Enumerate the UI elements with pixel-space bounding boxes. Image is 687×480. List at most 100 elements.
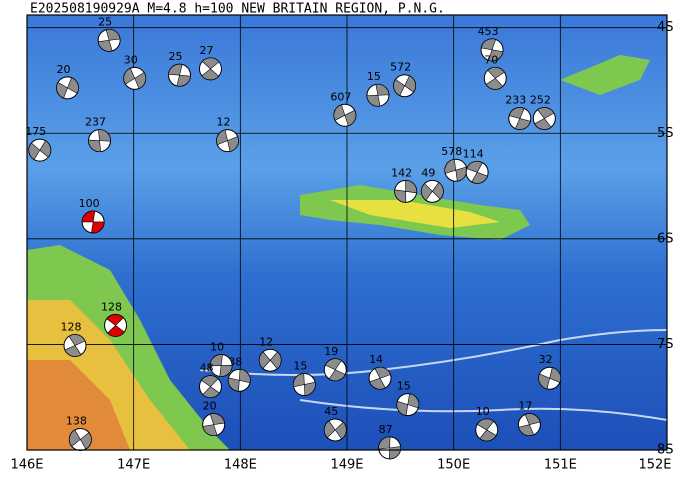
depth-label: 30	[124, 53, 138, 66]
focal-mechanism: 12	[258, 335, 282, 372]
depth-label: 607	[330, 90, 351, 103]
depth-label: 17	[518, 400, 532, 413]
focal-mechanism: 128	[101, 300, 128, 337]
depth-label: 20	[57, 63, 71, 76]
ball-quadrant	[81, 210, 105, 234]
y-tick-label: 4S	[657, 20, 674, 35]
focal-mechanism: 27	[198, 44, 222, 81]
focal-mechanism: 572	[390, 61, 417, 98]
depth-label: 14	[369, 353, 383, 366]
focal-mechanism: 578	[441, 145, 468, 182]
ball-quadrant	[518, 413, 541, 436]
x-tick-label: 147E	[117, 458, 150, 473]
focal-mechanism: 114	[463, 147, 489, 184]
y-tick-label: 8S	[657, 443, 674, 458]
depth-label: 10	[476, 405, 490, 418]
x-tick-label: 150E	[437, 458, 470, 473]
focal-mechanism: 19	[323, 345, 347, 382]
ball-quadrant	[56, 77, 79, 99]
depth-label: 128	[101, 300, 122, 313]
ball-quadrant	[508, 107, 531, 130]
ball-quadrant	[323, 420, 347, 440]
ball-quadrant	[369, 366, 391, 390]
focal-mechanism: 87	[378, 423, 402, 460]
x-tick-label: 149E	[330, 458, 363, 473]
depth-label: 49	[421, 166, 435, 179]
depth-label: 48	[199, 362, 213, 375]
ball-quadrant	[293, 373, 316, 396]
x-tick-label: 152E	[638, 458, 671, 473]
depth-label: 237	[85, 116, 106, 129]
ball-quadrant	[421, 182, 444, 201]
ball-quadrant	[106, 314, 125, 337]
focal-mechanism: 10	[209, 341, 233, 378]
ball-quadrant	[538, 367, 561, 390]
y-tick-label: 6S	[657, 231, 674, 246]
focal-mechanism: 14	[368, 353, 392, 390]
ball-quadrant	[64, 334, 86, 357]
depth-label: 20	[203, 400, 217, 413]
focal-mechanism: 20	[56, 63, 80, 100]
focal-mechanism: 142	[391, 166, 418, 203]
focal-mechanism: 45	[323, 405, 347, 442]
focal-mechanism: 30	[123, 53, 147, 90]
focal-mechanism: 607	[330, 90, 357, 127]
ball-quadrant	[209, 354, 233, 377]
focal-mechanism: 15	[396, 380, 420, 417]
focal-mechanism: 233	[505, 93, 532, 130]
depth-label: 453	[478, 25, 499, 38]
ball-quadrant	[28, 140, 52, 160]
depth-label: 578	[441, 145, 462, 158]
ball-quadrant	[227, 369, 251, 392]
focal-mechanism: 25	[168, 50, 192, 87]
focal-mechanism: 32	[538, 353, 562, 390]
ball-quadrant	[324, 358, 346, 382]
ball-quadrant	[333, 104, 357, 127]
ball-quadrant	[444, 158, 468, 182]
focal-mechanism: 252	[530, 93, 556, 130]
ball-quadrant	[476, 418, 497, 442]
focal-mechanism: 15	[292, 360, 316, 397]
depth-label: 572	[390, 61, 411, 74]
ball-quadrant	[394, 180, 417, 203]
ball-quadrant	[168, 63, 191, 87]
ball-quadrant	[396, 393, 420, 416]
ball-quadrant	[480, 38, 504, 62]
ball-quadrant	[201, 375, 220, 398]
ball-quadrant	[201, 57, 220, 81]
ball-quadrant	[393, 75, 416, 97]
depth-label: 19	[324, 345, 338, 358]
depth-label: 87	[379, 423, 393, 436]
depth-label: 12	[259, 335, 273, 348]
depth-label: 45	[324, 405, 338, 418]
events: 100 128 25 20 30 25 27 15 572 607 453 70 237 175 12 233…	[25, 15, 562, 460]
focal-mechanism: 100	[79, 197, 105, 234]
depth-label: 70	[484, 53, 498, 66]
depth-label: 10	[210, 341, 224, 354]
y-tick-label: 5S	[657, 126, 674, 141]
ball-quadrant	[97, 29, 121, 52]
depth-label: 252	[530, 93, 551, 106]
ball-quadrant	[378, 436, 401, 460]
depth-label: 12	[217, 116, 231, 129]
frame	[26, 14, 668, 451]
focal-mechanism: 453	[478, 25, 504, 62]
ball-quadrant	[485, 67, 505, 90]
depth-label: 175	[25, 125, 46, 138]
focal-mechanism: 25	[97, 15, 121, 52]
ball-quadrant	[216, 129, 239, 152]
focal-mechanism: 12	[216, 116, 240, 153]
depth-label: 15	[397, 380, 411, 393]
depth-label: 100	[79, 197, 100, 210]
y-tick-label: 7S	[657, 337, 674, 352]
depth-label: 138	[66, 414, 87, 427]
ball-quadrant	[202, 413, 225, 436]
focal-mechanism: 138	[66, 414, 92, 451]
depth-label: 114	[463, 147, 484, 160]
focal-mechanism: 15	[366, 70, 390, 107]
depth-label: 25	[98, 15, 112, 28]
depth-label: 25	[169, 50, 183, 63]
focal-mechanism: 10	[475, 405, 499, 442]
depth-label: 32	[539, 353, 553, 366]
